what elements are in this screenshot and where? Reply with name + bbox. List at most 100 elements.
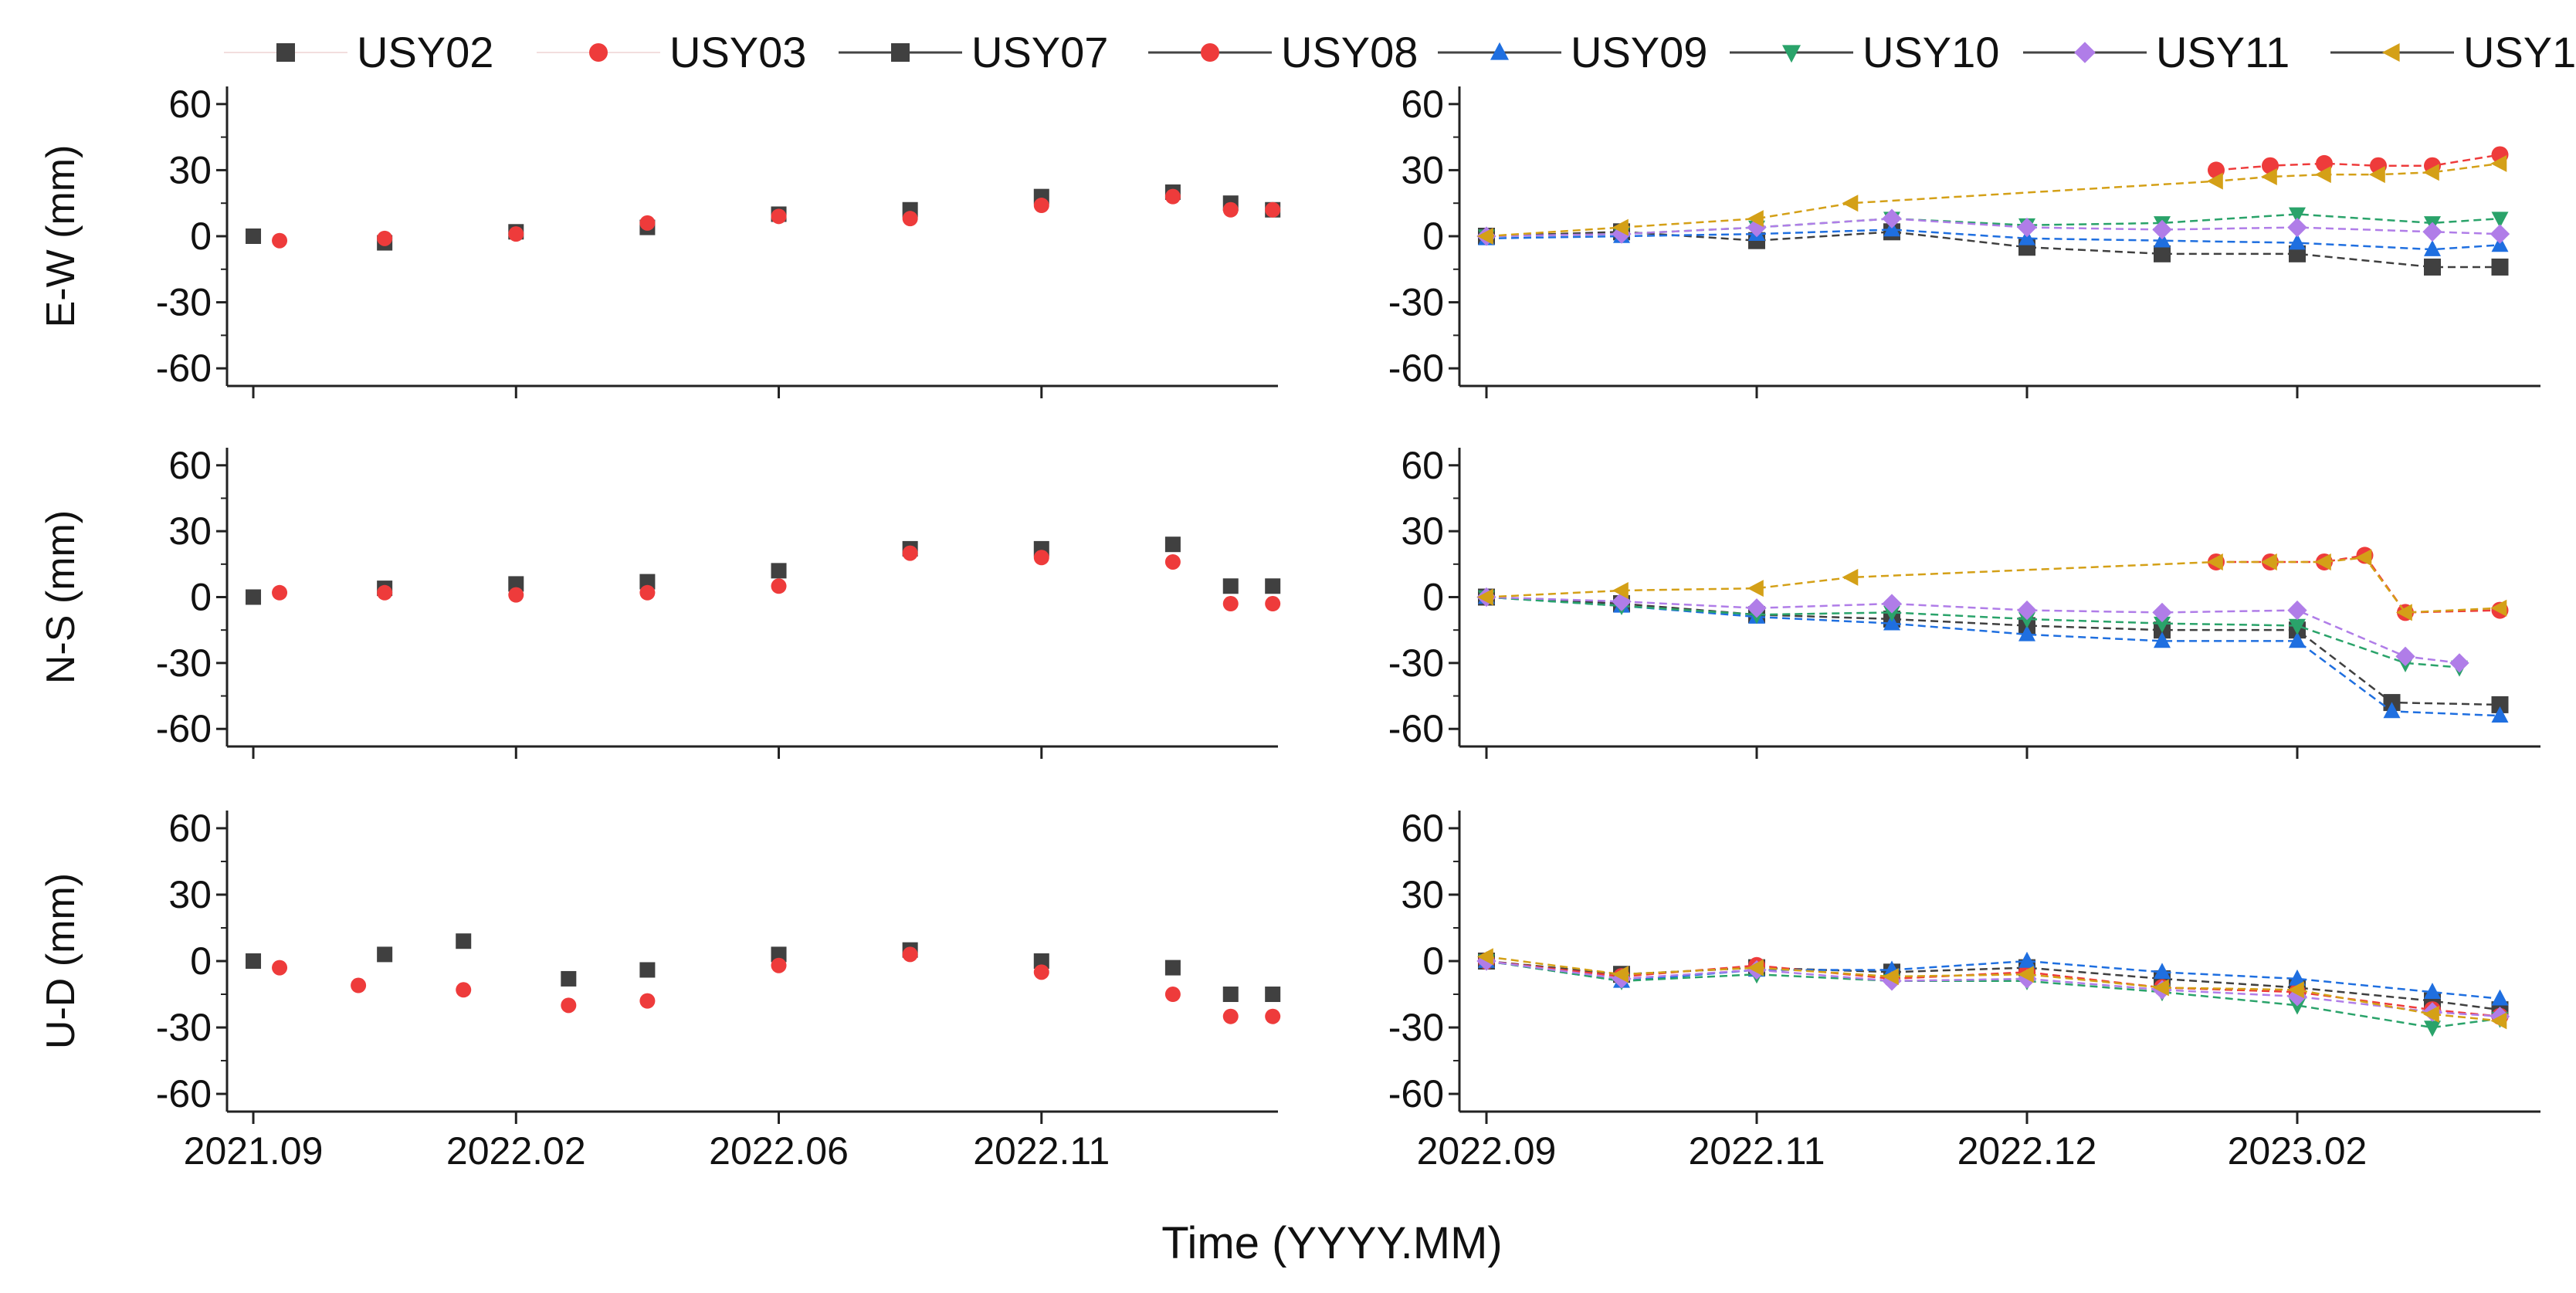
series-usy03 [272,545,1281,612]
data-point [1265,201,1281,218]
x-tick-label: 2022.12 [1957,1129,2097,1173]
data-point [902,211,918,227]
series-line [2216,554,2500,614]
data-point [2491,989,2509,1006]
data-point [639,962,656,978]
data-point [1164,188,1181,205]
data-point [2383,702,2401,719]
data-point [902,946,918,963]
data-point [2152,219,2172,240]
data-point [561,997,577,1014]
data-point [2018,612,2035,629]
data-point [2152,602,2172,623]
data-point [2422,1005,2439,1023]
data-point [561,970,577,987]
data-point [2289,207,2306,224]
data-point [1222,1008,1239,1024]
legend-label: USY07 [971,28,1108,76]
y-tick-label: -30 [1388,641,1444,685]
data-point [2018,951,2035,968]
data-point [2314,166,2331,184]
y-tick-label: -30 [156,1006,212,1049]
y-tick-label: 30 [168,873,212,916]
data-point [377,230,393,246]
data-point [2289,998,2306,1015]
series-usy08 [2208,146,2509,179]
series-line [1486,217,2500,238]
data-point [2154,245,2171,262]
series-line [1486,556,2500,614]
legend-label: USY11 [2156,28,2290,76]
data-point [1033,964,1049,980]
panel-right-ud: 60 30 0 -30 -60 2022.09 2022.11 2022.12 2023.02 [1388,807,2540,1173]
legend-marker [1782,45,1801,63]
data-point [508,587,524,603]
legend-marker [2074,42,2096,63]
data-point [1265,987,1281,1003]
data-point [2424,258,2441,276]
series-usy12 [1476,549,2507,621]
y-axis-label: E-W (mm) [39,145,83,328]
data-point [1033,953,1049,969]
x-tick-label: 2022.11 [1688,1129,1825,1173]
legend-marker [276,43,295,62]
y-tick-label: 60 [1401,807,1444,850]
data-point [2490,599,2507,617]
data-point [1164,987,1181,1003]
data-point [456,982,472,998]
y-tick-label: 60 [1401,83,1444,126]
series-usy02 [246,933,1281,1003]
data-point [1882,208,1902,228]
panel-left-ns: 60 30 0 -30 -60 N-S (mm) [39,444,1281,759]
x-tick-label: 2022.09 [1417,1129,1557,1173]
series-line [1486,162,2500,238]
x-tick-label: 2022.06 [709,1129,849,1173]
data-point [902,545,918,561]
data-point [2422,164,2439,181]
series-usy12 [1476,948,2507,1030]
data-point [1612,966,1629,983]
data-point [771,563,787,579]
data-point [1882,594,1902,614]
data-point [2491,696,2509,713]
data-point [377,946,393,963]
data-point [2154,631,2171,648]
data-point [1033,198,1049,214]
y-tick-label: 30 [1401,873,1444,916]
data-point [377,584,393,601]
x-tick-label: 2022.02 [446,1129,586,1173]
data-point [1164,553,1181,570]
data-point [2289,969,2306,986]
y-tick-label: 0 [1422,215,1444,258]
data-point [2424,240,2441,256]
legend-marker [1201,43,1219,62]
data-point [1612,581,1629,599]
data-point [508,576,524,592]
y-tick-label: 0 [1422,576,1444,619]
legend-item-usy11: USY11 [2023,28,2290,76]
x-tick-label: 2022.11 [973,1129,1110,1173]
data-point [2424,1021,2441,1037]
x-tick-label: 2023.02 [2228,1129,2368,1173]
y-tick-label: -30 [156,281,212,324]
series-usy07 [1478,588,2509,713]
y-tick-label: -30 [1388,1006,1444,1049]
x-tick-label: 2021.09 [184,1129,324,1173]
y-tick-label: 30 [168,509,212,553]
data-point [2355,549,2372,567]
y-tick-label: -60 [1388,707,1444,750]
legend-item-usy09: USY09 [1438,28,1707,76]
data-point [1842,195,1859,212]
legend-item-usy03: USY03 [537,28,806,76]
y-tick-label: 0 [190,215,212,258]
y-tick-label: 0 [190,939,212,983]
data-point [2154,616,2171,633]
data-point [639,993,656,1009]
series-line [1486,596,2500,717]
series-line [1486,960,2500,1029]
data-point [2289,618,2306,635]
data-point [771,578,787,594]
data-point [639,584,656,601]
series-usy10 [1478,954,2509,1037]
y-tick-label: -60 [1388,347,1444,390]
